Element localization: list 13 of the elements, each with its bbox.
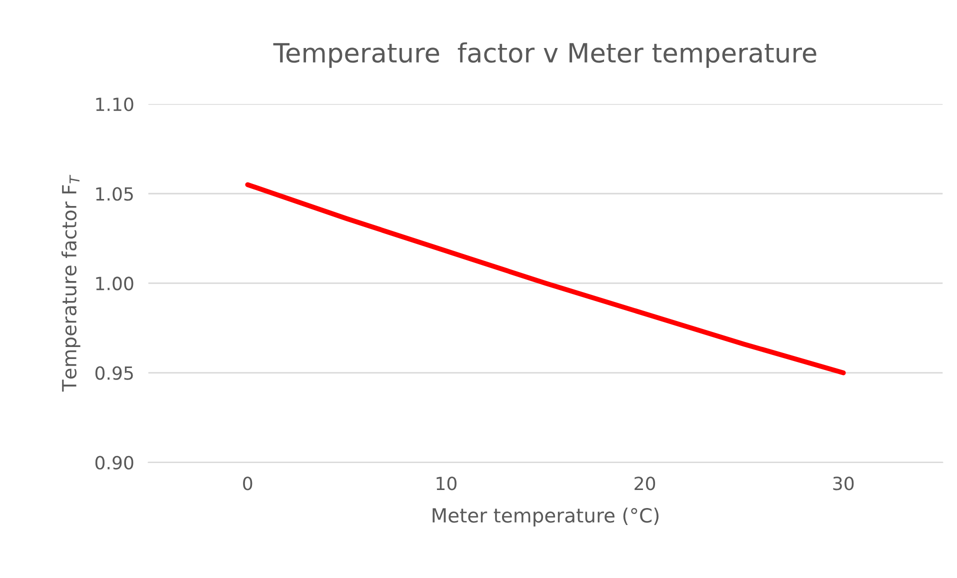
x-axis-title: Meter temperature (°C) [432, 508, 658, 526]
line-series [245, 182, 846, 376]
y-tick-label: 1.05 [96, 187, 133, 201]
y-tick-label: 0.90 [95, 456, 134, 470]
x-tick-label: 20 [634, 476, 656, 490]
y-tick-label: 1.00 [96, 276, 134, 290]
x-tick-label: 10 [436, 476, 456, 490]
chart-title: Temperature factor v Meter temperature [273, 42, 816, 68]
y-axis-title: Temperature factor F$_{T}$ [61, 174, 80, 392]
y-tick-label: 0.95 [95, 366, 133, 380]
x-tick-label: 30 [833, 476, 854, 490]
x-tick-label: 0 [243, 476, 252, 490]
y-tick-label: 1.10 [96, 98, 134, 112]
